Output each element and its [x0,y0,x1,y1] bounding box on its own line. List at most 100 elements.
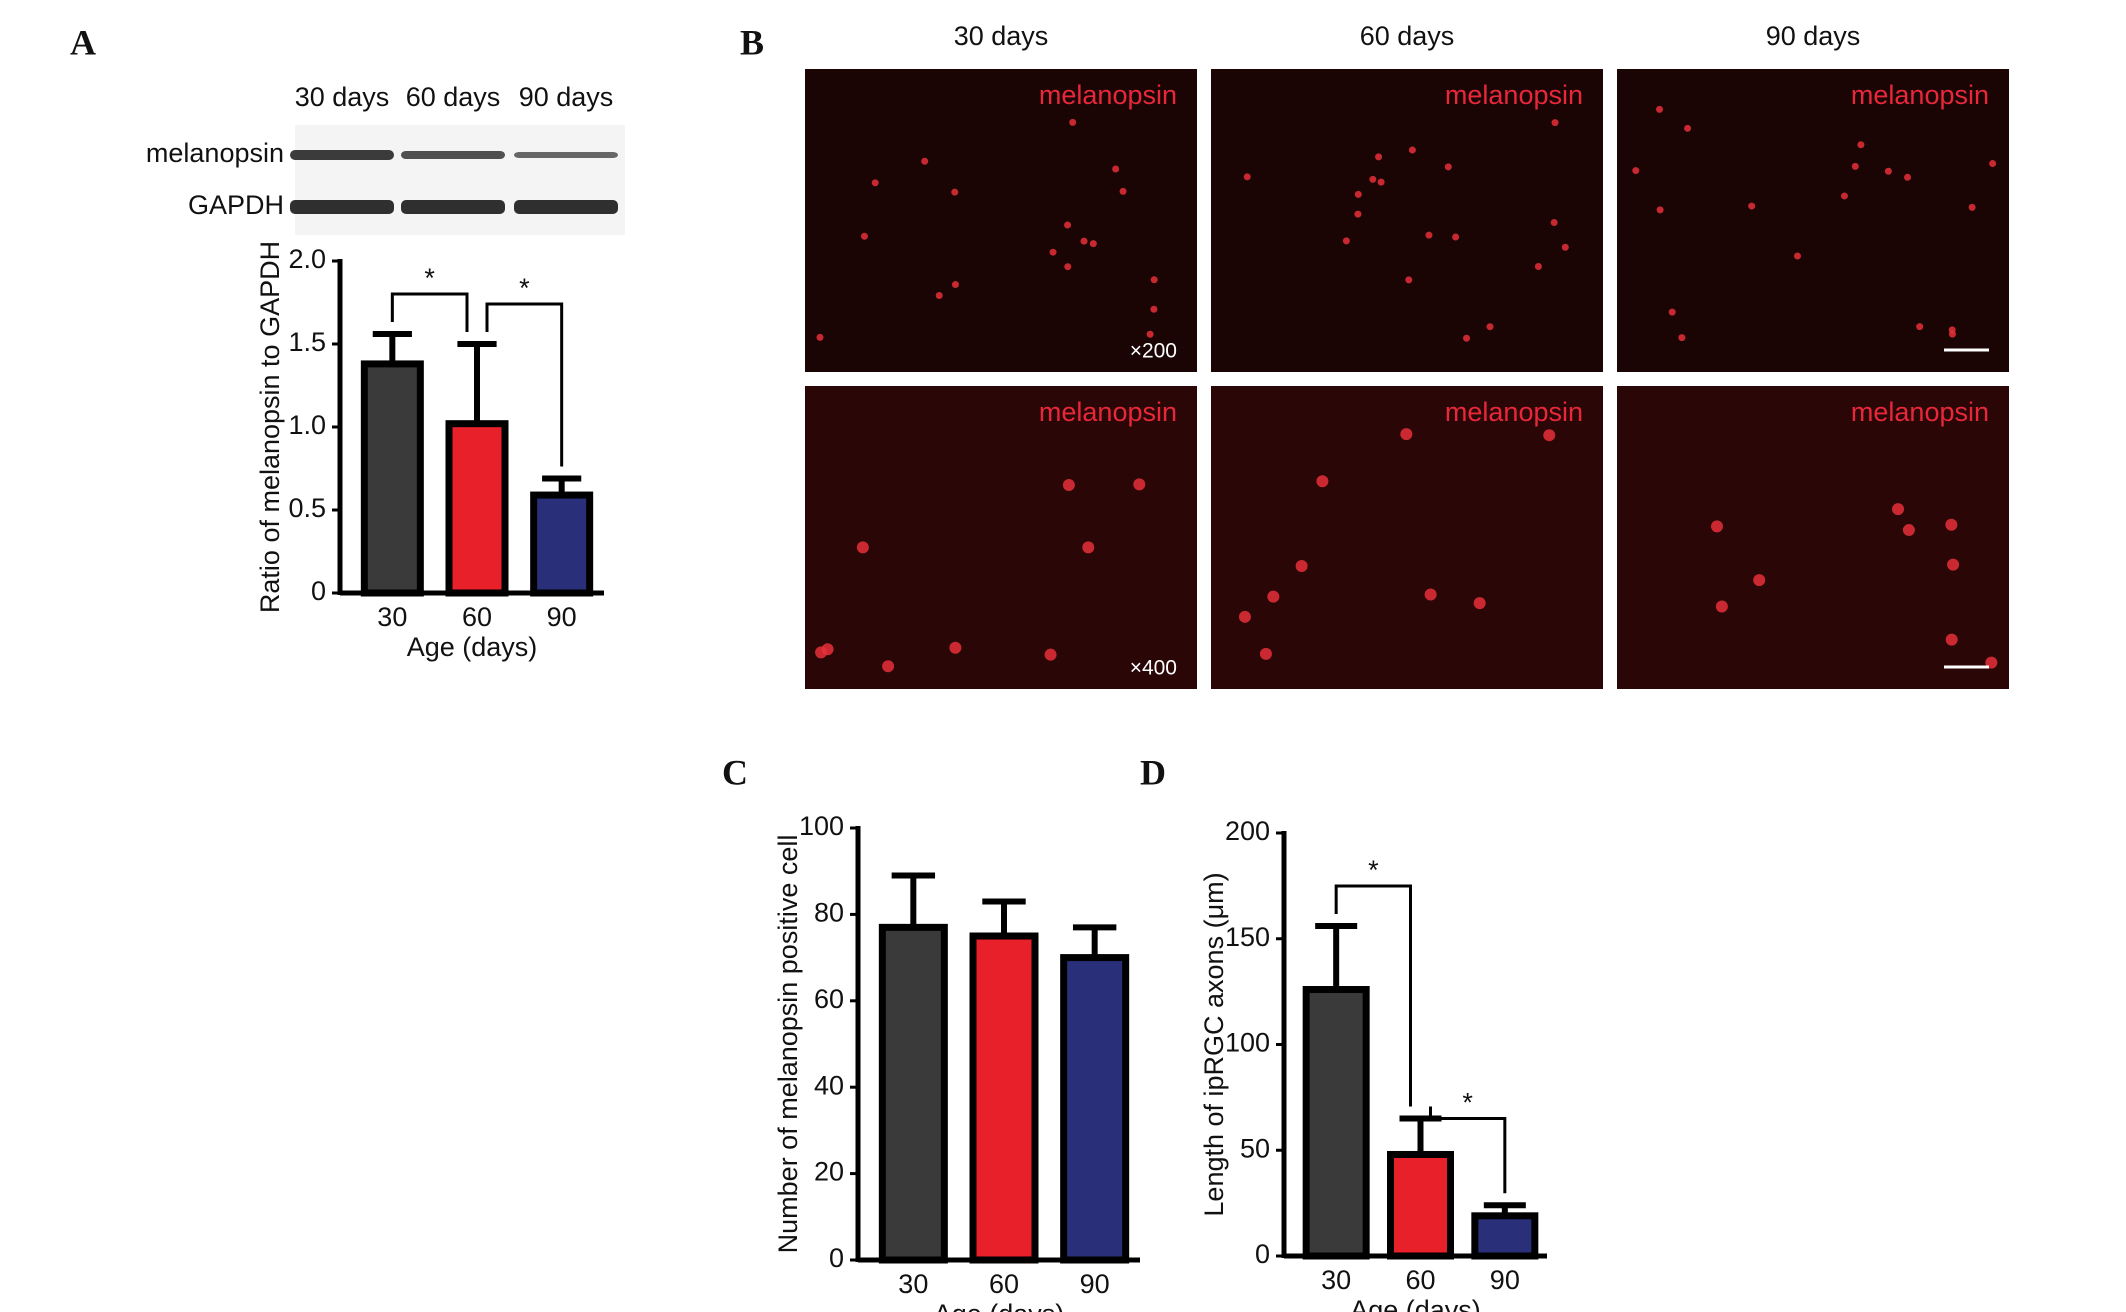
significance-label: * [1462,1088,1473,1118]
cell [1062,479,1075,492]
y-tick-label: 100 [1225,1028,1270,1058]
y-axis-label: Number of melanopsin positive cell [773,835,803,1254]
cell [1049,248,1057,256]
cell [1632,167,1640,175]
y-tick-label: 0 [1255,1239,1270,1269]
cell [1668,308,1676,316]
cell [1534,263,1542,271]
panel-label: B [740,22,764,62]
x-tick-label: 30 [377,602,407,632]
micrograph [1617,69,2009,372]
blot-band [290,200,394,214]
y-tick-label: 1.0 [288,410,326,440]
y-tick-label: 60 [814,984,844,1014]
cell [1656,105,1664,113]
cell [1968,203,1976,211]
x-tick-label: 60 [462,602,492,632]
cell [1112,165,1120,173]
y-axis-label: Length of ipRGC axons (μm) [1199,872,1229,1216]
cell [1486,323,1494,331]
cell [935,292,943,300]
bar [530,491,594,597]
micrograph-column-label: 90 days [1766,21,1861,51]
micrograph-column-label: 60 days [1360,21,1455,51]
x-tick-label: 60 [989,1269,1019,1299]
cell [1916,323,1924,331]
blot-band [401,200,505,214]
cell [821,643,834,656]
y-tick-label: 20 [814,1157,844,1187]
y-tick-label: 200 [1225,816,1270,846]
cell [1857,141,1865,149]
significance-bracket [390,292,469,332]
cell [1238,610,1251,623]
cell [1150,276,1158,284]
cell [1354,190,1362,198]
cell [1080,237,1088,245]
cell [1715,600,1728,613]
blot-band [401,151,505,159]
panel-label: D [1140,752,1166,792]
y-tick-label: 2.0 [288,244,326,274]
cell [860,232,868,240]
cell [871,179,879,187]
cell [1444,163,1452,171]
significance-label: * [1368,855,1379,885]
cell [816,333,824,341]
x-axis-label: Age (days) [407,632,538,662]
cell [1069,118,1077,126]
blot-band [290,150,394,160]
cell [1452,233,1460,241]
cell [1684,124,1692,132]
cell [1369,175,1377,183]
cell [1551,119,1559,127]
cell [1044,648,1057,661]
magnification-label: ×200 [1130,340,1177,363]
x-tick-label: 90 [1490,1265,1520,1295]
cell [856,541,869,554]
stain-label: melanopsin [1039,397,1177,427]
stain-label: melanopsin [1851,397,1989,427]
blot-background [295,125,625,235]
micrograph-column-label: 30 days [954,21,1049,51]
y-tick-label: 1.5 [288,327,326,357]
cell [1295,559,1308,572]
bar [969,932,1039,1264]
cell [951,281,959,289]
cell [882,660,895,673]
cell [949,641,962,654]
significance-bracket [1334,884,1412,1107]
cell [1550,219,1558,227]
cell [1473,597,1486,610]
cell [1748,202,1756,210]
y-tick-label: 50 [1240,1133,1270,1163]
magnification-label: ×400 [1130,657,1177,680]
cell [1884,167,1892,175]
significance-bracket [1429,1106,1507,1194]
cell [1945,518,1958,531]
stain-label: melanopsin [1851,80,1989,110]
y-tick-label: 0 [829,1243,844,1273]
panel-label: C [722,752,748,792]
panel-label: A [70,22,96,62]
cell [1947,558,1960,571]
cell [1543,429,1556,442]
cell [1342,237,1350,245]
cell [1945,633,1958,646]
y-tick-label: 150 [1225,922,1270,952]
bar [1387,1150,1454,1260]
cell [1405,276,1413,284]
cell [1150,305,1158,313]
bar [445,420,509,597]
x-tick-label: 90 [1080,1269,1110,1299]
bar [1471,1212,1539,1260]
blot-column-label: 30 days [295,82,390,112]
x-axis-label: Age (days) [934,1299,1065,1312]
stain-label: melanopsin [1445,80,1583,110]
cell [1753,574,1766,587]
cell [1851,162,1859,170]
y-tick-label: 80 [814,898,844,928]
cell [1316,475,1329,488]
stain-label: melanopsin [1039,80,1177,110]
cell [1425,231,1433,239]
